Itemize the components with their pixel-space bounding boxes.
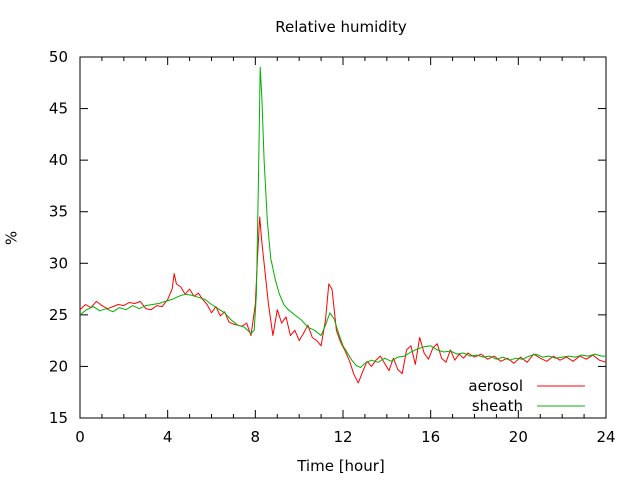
y-tick-label: 15 bbox=[49, 409, 68, 427]
plot-area: 0 4 8 12 16 20 24 15 20 25 30 35 40 45 50 aerosol sheath bbox=[49, 48, 616, 446]
x-tick-label: 0 bbox=[75, 428, 85, 446]
y-tick-label: 35 bbox=[49, 203, 68, 221]
x-tick-label: 4 bbox=[163, 428, 173, 446]
series-line-aerosol bbox=[79, 216, 607, 384]
x-axis-label: Time [hour] bbox=[296, 457, 385, 475]
y-tick-label: 45 bbox=[49, 100, 68, 118]
x-tick-label: 20 bbox=[509, 428, 528, 446]
x-tick-label: 16 bbox=[421, 428, 440, 446]
y-tick-label: 25 bbox=[49, 306, 68, 324]
plot-frame bbox=[79, 56, 607, 419]
y-tick-label: 50 bbox=[49, 48, 68, 66]
legend-label-aerosol: aerosol bbox=[468, 377, 523, 395]
y-tick-label: 30 bbox=[49, 254, 68, 272]
x-tick-label: 24 bbox=[596, 428, 615, 446]
y-tick-label: 20 bbox=[49, 357, 68, 375]
y-tick-label: 40 bbox=[49, 151, 68, 169]
legend-label-sheath: sheath bbox=[472, 397, 523, 415]
series-line-sheath bbox=[79, 66, 606, 368]
chart-title: Relative humidity bbox=[275, 18, 407, 36]
x-tick-label: 12 bbox=[333, 428, 352, 446]
x-tick-label: 8 bbox=[251, 428, 261, 446]
y-axis-label: % bbox=[3, 231, 21, 245]
